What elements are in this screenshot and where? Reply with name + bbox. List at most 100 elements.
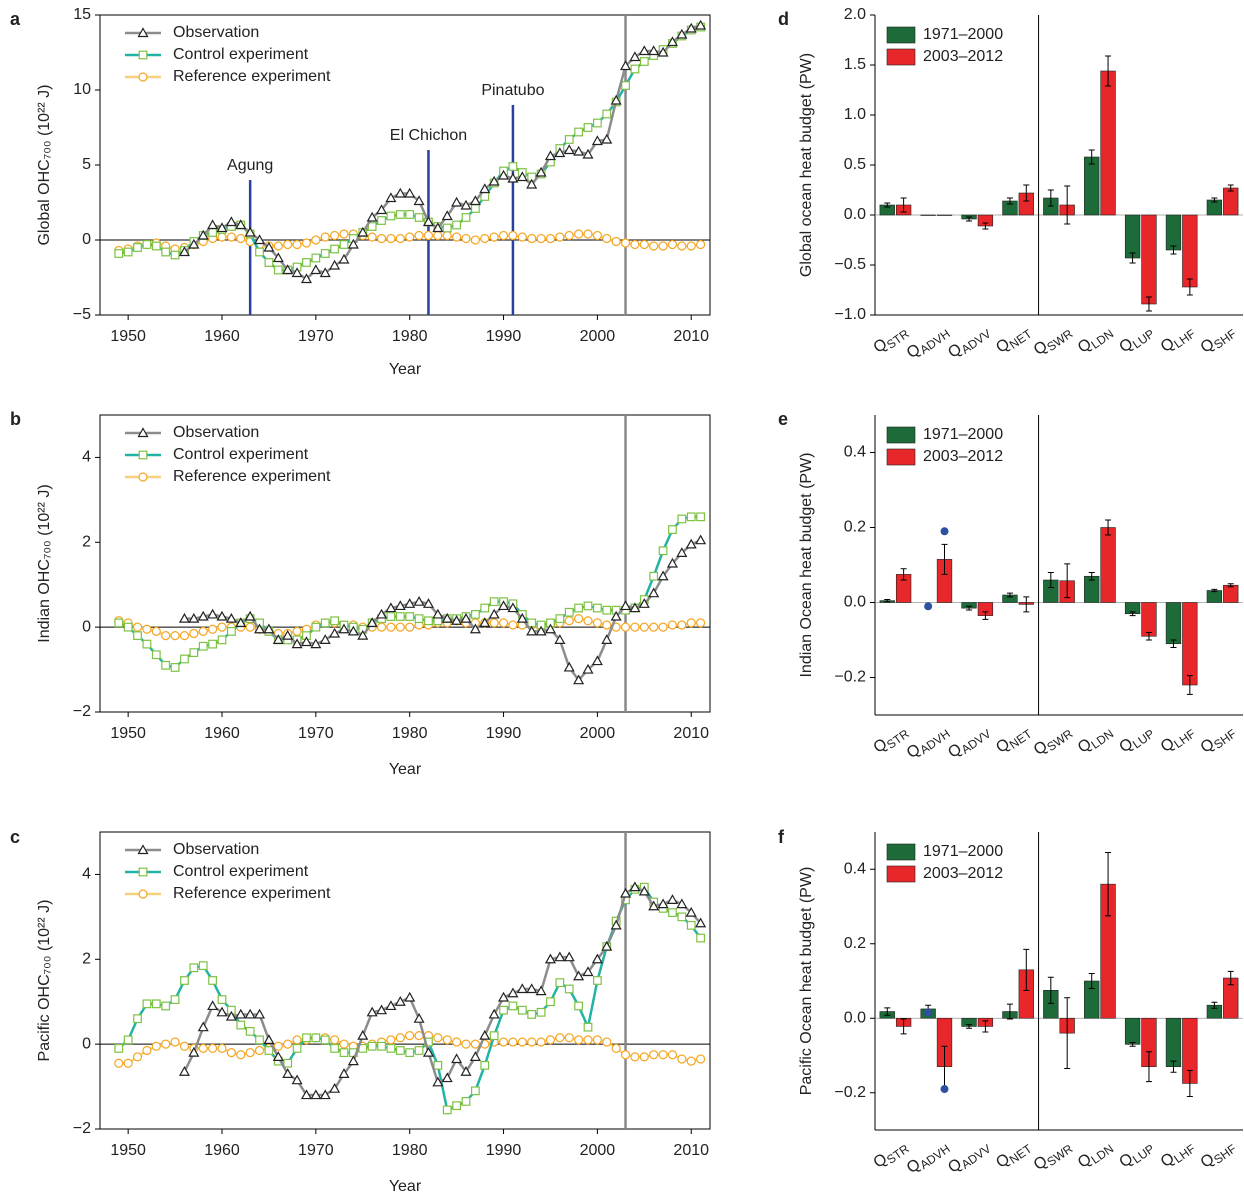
marker-square <box>668 908 677 918</box>
marker-triangle <box>394 995 406 1006</box>
marker-triangle <box>451 615 463 625</box>
error-bar <box>1023 948 1030 991</box>
error-bar <box>1170 1060 1177 1073</box>
marker-triangle <box>357 1029 369 1040</box>
marker-square <box>592 976 602 985</box>
y-tick-label: 0.5 <box>844 156 866 173</box>
marker-square <box>442 223 452 233</box>
x-tick-label: QLUP <box>1116 722 1157 759</box>
marker-triangle <box>629 51 641 62</box>
marker-circle <box>198 1043 208 1053</box>
marker-triangle <box>638 885 650 896</box>
marker-triangle <box>535 166 547 177</box>
y-tick-label: 2.0 <box>844 6 866 23</box>
marker-square <box>311 622 321 632</box>
marker-square <box>677 514 687 524</box>
marker-triangle <box>235 1008 247 1019</box>
marker-triangle <box>451 1053 463 1064</box>
marker-square <box>461 1097 471 1106</box>
marker-square <box>170 250 180 260</box>
legend-label: Observation <box>173 841 259 858</box>
x-tick-label: QADVH <box>904 722 953 765</box>
error-bar <box>1145 632 1152 641</box>
marker-circle <box>667 1050 678 1060</box>
marker-square <box>386 1043 396 1053</box>
marker-triangle <box>188 238 200 249</box>
y-tick-label: −1.0 <box>834 306 866 323</box>
marker-triangle <box>216 1006 228 1017</box>
marker-triangle <box>601 133 613 144</box>
marker-triangle <box>216 222 228 233</box>
legend-label: 1971–2000 <box>923 843 1003 860</box>
marker-square <box>621 81 630 90</box>
error-bar <box>1227 970 1234 986</box>
dot <box>940 1085 949 1094</box>
marker-square <box>536 1007 546 1017</box>
x-tick-label: 2010 <box>673 328 709 345</box>
marker-triangle <box>385 1000 397 1011</box>
marker-circle <box>208 1043 218 1053</box>
x-tick-label: QLHF <box>1158 1137 1198 1173</box>
marker-circle <box>564 616 574 626</box>
marker-square <box>302 258 311 267</box>
marker-triangle <box>582 966 594 977</box>
marker-triangle <box>272 252 284 263</box>
error-bar <box>1105 519 1112 536</box>
marker-square <box>142 999 152 1009</box>
marker-square <box>555 978 565 988</box>
marker-circle <box>395 622 405 632</box>
marker-circle <box>639 1052 649 1062</box>
marker-square <box>138 867 148 877</box>
marker-square <box>133 243 142 252</box>
marker-square <box>480 603 490 613</box>
marker-triangle <box>441 612 453 623</box>
marker-square <box>377 216 386 225</box>
marker-circle <box>161 1039 171 1049</box>
marker-triangle <box>601 634 613 644</box>
marker-triangle <box>488 1008 500 1019</box>
marker-square <box>592 118 602 128</box>
marker-triangle <box>498 991 510 1002</box>
marker-triangle <box>254 623 266 634</box>
marker-triangle <box>591 135 603 146</box>
y-tick-label: −0.2 <box>834 1084 866 1101</box>
x-tick-label: QSTR <box>871 1137 913 1174</box>
marker-triangle <box>347 238 359 249</box>
x-tick-label: 2000 <box>580 725 616 742</box>
marker-triangle <box>254 234 266 245</box>
x-tick-label: QLDN <box>1075 722 1116 759</box>
x-tick-label: QSTR <box>871 322 913 359</box>
marker-circle <box>602 233 612 244</box>
bar <box>1141 602 1157 637</box>
legend-label: Control experiment <box>173 46 309 63</box>
marker-square <box>414 1046 424 1055</box>
marker-triangle <box>441 210 453 221</box>
marker-triangle <box>376 608 388 619</box>
marker-triangle <box>394 187 406 198</box>
x-tick-label: QSWR <box>1031 722 1076 762</box>
marker-triangle <box>413 195 425 206</box>
y-tick-label: 0 <box>82 618 91 635</box>
marker-circle <box>630 622 640 632</box>
marker-triangle <box>488 175 500 186</box>
marker-square <box>424 616 433 626</box>
panel-label: c <box>10 827 20 847</box>
marker-circle <box>517 232 527 242</box>
error-bar <box>1047 976 1054 1004</box>
marker-circle <box>536 233 546 244</box>
panel-label: a <box>10 9 21 29</box>
marker-triangle <box>479 617 491 627</box>
marker-circle <box>170 631 180 641</box>
marker-triangle <box>207 608 219 619</box>
marker-triangle <box>366 211 378 222</box>
y-tick-label: 2 <box>82 951 91 968</box>
marker-circle <box>555 232 565 242</box>
marker-square <box>264 258 274 267</box>
marker-triangle <box>666 36 678 47</box>
marker-triangle <box>357 629 369 640</box>
marker-circle <box>574 1035 584 1045</box>
marker-circle <box>592 618 602 628</box>
marker-square <box>583 123 593 132</box>
bar <box>1223 187 1239 216</box>
error-bar <box>884 202 891 208</box>
